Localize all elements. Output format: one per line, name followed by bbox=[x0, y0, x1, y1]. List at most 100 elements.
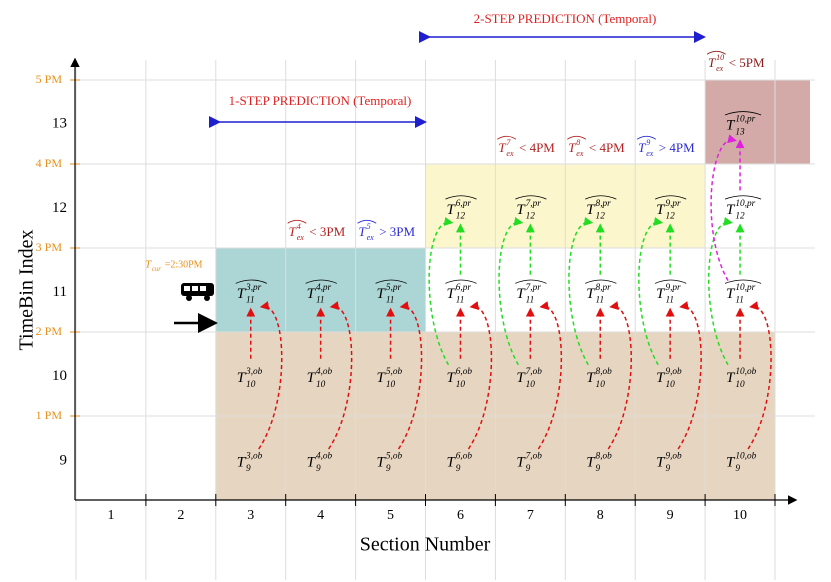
threshold-text: > 4PM bbox=[659, 140, 695, 155]
subscript: 11 bbox=[316, 296, 325, 306]
hat bbox=[445, 195, 477, 200]
prediction-label: 2-STEP PREDICTION (Temporal) bbox=[474, 11, 657, 26]
symbol: T bbox=[446, 370, 456, 386]
subscript: 11 bbox=[735, 296, 744, 306]
y-tick-label: 10 bbox=[52, 368, 67, 384]
subscript: 9 bbox=[596, 464, 601, 474]
symbol: T bbox=[516, 454, 526, 470]
x-tick-label: 10 bbox=[733, 508, 747, 523]
hat bbox=[724, 195, 762, 200]
threshold-text: < 5PM bbox=[729, 55, 765, 70]
hat bbox=[287, 219, 307, 224]
hat bbox=[515, 279, 547, 284]
superscript: 5,pr bbox=[386, 283, 402, 293]
symbol: T bbox=[145, 259, 152, 271]
superscript: 9,ob bbox=[665, 367, 682, 377]
x-tick-label: 5 bbox=[387, 508, 394, 523]
symbol: T bbox=[656, 454, 666, 470]
symbol: T bbox=[708, 55, 716, 70]
superscript: 7,pr bbox=[526, 199, 542, 209]
threshold-text: < 4PM bbox=[589, 140, 625, 155]
hat bbox=[585, 195, 617, 200]
subscript: 11 bbox=[665, 296, 674, 306]
bus-icon bbox=[181, 283, 214, 301]
subscript: 10 bbox=[665, 380, 675, 390]
time-label: 2 PM bbox=[36, 324, 63, 338]
subscript: 11 bbox=[596, 296, 605, 306]
superscript: 10,pr bbox=[735, 199, 755, 209]
superscript: 9,pr bbox=[665, 283, 681, 293]
dependency-arrow bbox=[638, 217, 664, 366]
superscript: 6,ob bbox=[456, 451, 473, 461]
dependency-arrow bbox=[328, 301, 353, 450]
superscript: 7 bbox=[506, 138, 511, 147]
subscript: 12 bbox=[665, 212, 675, 222]
subscript: 12 bbox=[596, 212, 606, 222]
symbol: T bbox=[446, 202, 456, 218]
subscript: 9 bbox=[735, 464, 740, 474]
subscript: 10 bbox=[596, 380, 606, 390]
symbol: T bbox=[726, 286, 736, 302]
superscript: 9,ob bbox=[665, 451, 682, 461]
superscript: 8,pr bbox=[596, 199, 612, 209]
superscript: 3,ob bbox=[245, 367, 263, 377]
grid bbox=[70, 60, 815, 580]
symbol: T bbox=[516, 370, 526, 386]
hat bbox=[654, 279, 687, 284]
superscript: 8,pr bbox=[596, 283, 612, 293]
subscript: ex bbox=[576, 149, 584, 158]
symbol: T bbox=[237, 370, 247, 386]
superscript: 7,ob bbox=[526, 451, 543, 461]
symbol: T bbox=[586, 454, 596, 470]
hat bbox=[445, 279, 477, 284]
superscript: 6,pr bbox=[456, 199, 472, 209]
dependency-arrow bbox=[747, 301, 772, 450]
symbol: T bbox=[289, 224, 297, 239]
superscript: 5,ob bbox=[386, 451, 403, 461]
subscript: 10 bbox=[735, 380, 745, 390]
dependency-arrow bbox=[710, 134, 737, 281]
time-label: 4 PM bbox=[36, 156, 63, 170]
y-tick-label: 12 bbox=[52, 200, 67, 216]
superscript: 6,ob bbox=[456, 367, 473, 377]
x-tick-label: 8 bbox=[597, 508, 604, 523]
y-axis-title: TimeBin Index bbox=[16, 230, 38, 351]
superscript: 6,pr bbox=[456, 283, 472, 293]
hat bbox=[357, 219, 377, 224]
dependency-arrow bbox=[258, 301, 283, 450]
symbol: T bbox=[377, 370, 387, 386]
superscript: 5 bbox=[367, 222, 371, 231]
symbol: T bbox=[586, 286, 596, 302]
superscript: 9,pr bbox=[665, 199, 681, 209]
hat bbox=[636, 135, 657, 140]
dependency-arrow bbox=[397, 301, 423, 450]
superscript: 4,pr bbox=[316, 283, 332, 293]
dependency-arrow bbox=[537, 301, 563, 450]
one-step-region bbox=[216, 248, 426, 332]
subscript: ex bbox=[646, 149, 654, 158]
superscript: 4,ob bbox=[316, 451, 333, 461]
x-tick-label: 2 bbox=[177, 508, 184, 523]
superscript: 8 bbox=[576, 138, 580, 147]
hat bbox=[567, 135, 587, 140]
time-label: 1 PM bbox=[36, 408, 63, 422]
hat bbox=[724, 279, 762, 284]
current-time-text: =2:30PM bbox=[165, 259, 203, 270]
subscript: cur bbox=[152, 266, 161, 273]
hat bbox=[585, 279, 617, 284]
hat bbox=[375, 279, 407, 284]
subscript: 9 bbox=[386, 464, 391, 474]
x-axis-title: Section Number bbox=[360, 534, 491, 556]
symbol: T bbox=[237, 286, 247, 302]
superscript: 5,ob bbox=[386, 367, 403, 377]
symbol: T bbox=[446, 286, 456, 302]
symbol: T bbox=[516, 202, 526, 218]
hat bbox=[305, 279, 337, 284]
symbol: T bbox=[516, 286, 526, 302]
hat bbox=[497, 135, 517, 140]
symbol: T bbox=[656, 286, 666, 302]
symbol: T bbox=[586, 370, 596, 386]
symbol: T bbox=[726, 202, 736, 218]
